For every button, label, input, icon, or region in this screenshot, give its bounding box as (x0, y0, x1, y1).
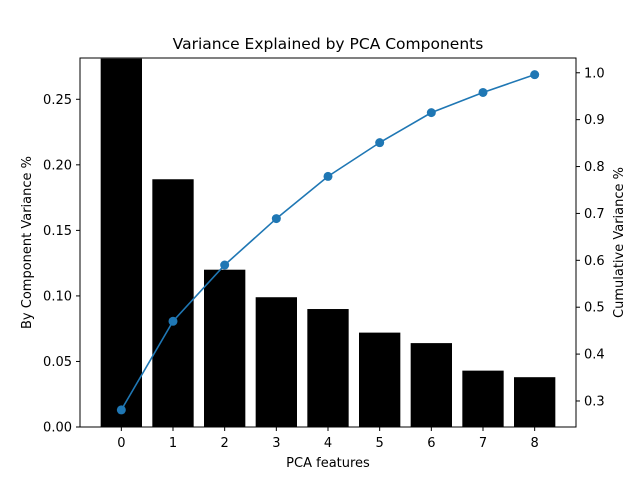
bar-8 (514, 377, 556, 427)
y-axis-right: 0.3 0.4 0.5 0.6 0.7 0.8 0.9 1.0 (576, 66, 605, 409)
x-tick-label: 8 (531, 436, 539, 451)
bar-3 (255, 297, 297, 427)
y-right-tick-label: 0.4 (584, 348, 605, 363)
bar-1 (152, 179, 194, 427)
bar-7 (462, 370, 504, 427)
cumulative-point-8 (530, 70, 540, 80)
cumulative-point-1 (168, 316, 178, 326)
y-left-tick-label: 0.10 (43, 289, 72, 304)
x-tick-label: 6 (427, 436, 435, 451)
x-tick-label: 4 (324, 436, 332, 451)
x-tick-label: 2 (221, 436, 229, 451)
y-right-tick-label: 1.0 (584, 66, 605, 81)
cumulative-point-4 (323, 171, 333, 181)
y-right-tick-label: 0.8 (584, 160, 605, 175)
y-left-tick-label: 0.05 (43, 355, 72, 370)
cumulative-point-0 (116, 405, 126, 415)
y-right-tick-label: 0.3 (584, 394, 605, 409)
bar-5 (359, 332, 401, 427)
y-right-tick-label: 0.9 (584, 113, 605, 128)
x-axis-label: PCA features (286, 456, 370, 471)
y-axis-left-label: By Component Variance % (20, 156, 35, 329)
cumulative-point-6 (426, 108, 436, 118)
x-tick-label: 5 (376, 436, 384, 451)
cumulative-point-7 (478, 87, 488, 97)
y-right-tick-label: 0.5 (584, 301, 605, 316)
bar-0 (100, 58, 142, 427)
y-left-tick-label: 0.25 (43, 93, 72, 108)
cumulative-point-2 (220, 260, 230, 270)
x-tick-label: 7 (479, 436, 487, 451)
y-right-tick-label: 0.6 (584, 254, 605, 269)
x-tick-label: 1 (169, 436, 177, 451)
y-right-tick-label: 0.7 (584, 207, 605, 222)
chart-title: Variance Explained by PCA Components (173, 35, 484, 53)
bar-series (100, 58, 556, 427)
x-axis: 0 1 2 3 4 5 6 7 8 (117, 427, 539, 451)
cumulative-point-5 (375, 138, 385, 148)
bar-4 (307, 309, 349, 427)
cumulative-point-3 (271, 214, 281, 224)
y-axis-left: 0.00 0.05 0.10 0.15 0.20 0.25 (43, 93, 80, 436)
bar-2 (204, 269, 246, 427)
x-tick-label: 3 (272, 436, 280, 451)
y-left-tick-label: 0.00 (43, 421, 72, 436)
x-tick-label: 0 (117, 436, 125, 451)
y-left-tick-label: 0.15 (43, 224, 72, 239)
y-axis-right-label: Cumulative Variance % (612, 167, 627, 318)
bar-6 (410, 343, 452, 427)
y-left-tick-label: 0.20 (43, 158, 72, 173)
cumulative-line-series (116, 70, 540, 415)
